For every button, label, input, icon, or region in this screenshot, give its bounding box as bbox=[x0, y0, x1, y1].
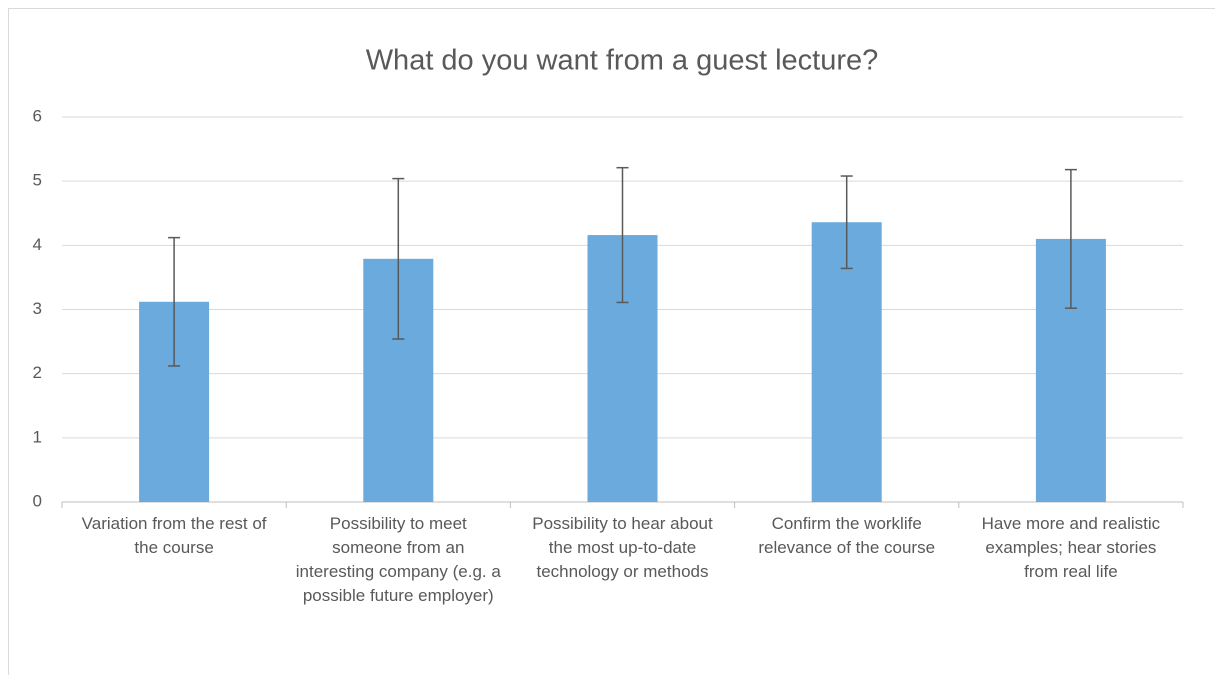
y-tick-label: 3 bbox=[33, 299, 42, 318]
x-tick-label: Possibility to meet someone from an inte… bbox=[295, 514, 501, 605]
x-tick-label: Have more and realistic examples; hear s… bbox=[981, 514, 1161, 581]
y-tick-label: 5 bbox=[33, 171, 42, 190]
x-tick-label: Variation from the rest of the course bbox=[81, 514, 267, 557]
y-tick-label: 0 bbox=[33, 491, 42, 510]
y-tick-label: 1 bbox=[33, 427, 42, 446]
y-tick-label: 4 bbox=[33, 235, 42, 254]
chart-title: What do you want from a guest lecture? bbox=[366, 45, 879, 77]
y-tick-label: 2 bbox=[33, 363, 42, 382]
y-tick-label: 6 bbox=[33, 106, 42, 125]
chart-border bbox=[8, 8, 1215, 675]
x-tick-label: Confirm the worklife relevance of the co… bbox=[758, 514, 936, 557]
x-tick-label: Possibility to hear about the most up-to… bbox=[532, 514, 713, 581]
